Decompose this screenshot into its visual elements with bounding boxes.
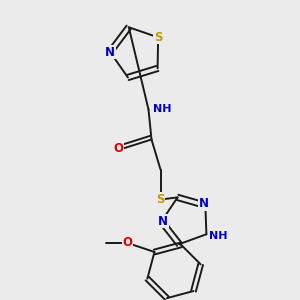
Text: NH: NH xyxy=(153,104,172,115)
Text: S: S xyxy=(154,31,162,44)
Text: S: S xyxy=(156,193,165,206)
Text: NH: NH xyxy=(209,231,228,241)
Text: N: N xyxy=(199,197,209,210)
Text: O: O xyxy=(122,236,133,250)
Text: N: N xyxy=(105,46,115,59)
Text: O: O xyxy=(113,142,124,155)
Text: N: N xyxy=(158,215,168,228)
